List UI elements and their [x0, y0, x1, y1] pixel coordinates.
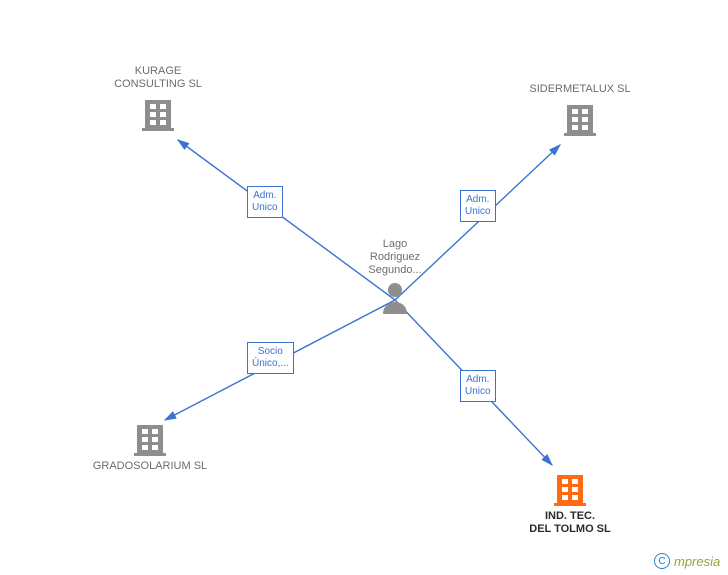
person-icon	[383, 283, 407, 314]
watermark-text: mpresia	[674, 554, 720, 569]
node-label-gradosolarium: GRADOSOLARIUM SL	[80, 460, 220, 473]
edge-label-indtec: Adm. Unico	[460, 370, 496, 402]
node-label-indtec: IND. TEC. DEL TOLMO SL	[500, 510, 640, 536]
watermark: C mpresia	[654, 553, 720, 569]
edge-label-kurage: Adm. Unico	[247, 186, 283, 218]
center-node-label: Lago Rodriguez Segundo...	[355, 238, 435, 277]
node-label-kurage: KURAGE CONSULTING SL	[88, 65, 228, 91]
building-icon	[142, 100, 174, 131]
building-icon	[554, 475, 586, 506]
building-icon	[134, 425, 166, 456]
node-label-sidermetalux: SIDERMETALUX SL	[510, 83, 650, 96]
copyright-icon: C	[654, 553, 670, 569]
building-icon	[564, 105, 596, 136]
edge-label-sidermetalux: Adm. Unico	[460, 190, 496, 222]
edge-label-gradosolarium: Socio Único,...	[247, 342, 294, 374]
